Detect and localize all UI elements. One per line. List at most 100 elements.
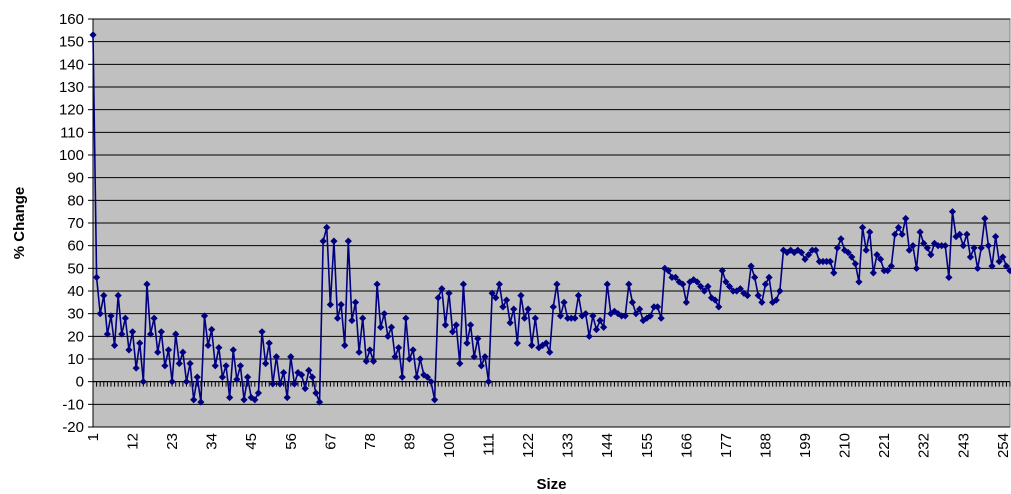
data-point — [423, 373, 432, 381]
data-point — [470, 353, 478, 361]
x-tick-label: 221 — [876, 433, 893, 458]
data-point — [287, 353, 295, 361]
y-tick-label: 120 — [59, 102, 84, 119]
x-tick-label: 122 — [520, 433, 537, 458]
data-point — [830, 269, 838, 277]
data-point — [369, 357, 378, 365]
data-point — [384, 332, 392, 340]
data-point — [916, 228, 924, 236]
y-tick-label: 100 — [59, 147, 84, 164]
data-point — [948, 208, 957, 216]
data-point — [226, 393, 234, 402]
data-point — [675, 278, 683, 286]
data-point — [506, 319, 514, 327]
data-point — [344, 237, 352, 245]
y-tick-label: -20 — [62, 419, 84, 436]
data-point — [319, 237, 327, 245]
y-tick-label: 0 — [76, 374, 84, 391]
data-point — [409, 346, 417, 354]
x-tick-label: 56 — [283, 433, 300, 450]
data-point — [671, 273, 680, 281]
data-point — [402, 314, 410, 322]
data-point — [359, 314, 367, 322]
x-tick-label: 210 — [837, 433, 854, 458]
data-point — [517, 291, 525, 300]
data-point — [549, 303, 557, 311]
data-point — [636, 305, 644, 313]
data-point — [891, 230, 899, 238]
data-point — [89, 31, 97, 39]
data-point — [905, 246, 913, 254]
x-tick-label: 78 — [362, 433, 379, 450]
data-point — [1002, 262, 1011, 270]
data-point — [959, 242, 967, 250]
data-point — [466, 321, 475, 329]
data-point — [441, 321, 450, 329]
data-point — [193, 373, 201, 381]
data-point — [945, 273, 953, 281]
data-point — [341, 341, 349, 349]
data-point — [100, 291, 108, 300]
data-point — [308, 373, 316, 381]
data-point — [254, 389, 263, 397]
data-point — [927, 251, 935, 259]
data-point — [988, 262, 996, 270]
data-point — [873, 251, 881, 259]
data-point — [761, 280, 770, 288]
data-point — [855, 278, 863, 286]
y-axis — [88, 18, 94, 428]
data-point — [229, 346, 237, 354]
data-point — [700, 287, 708, 295]
data-point — [387, 323, 396, 331]
data-point — [139, 378, 147, 386]
data-point — [801, 255, 809, 263]
data-point — [326, 301, 334, 309]
y-tick-label: 10 — [67, 351, 84, 368]
data-point — [679, 280, 687, 288]
data-point — [107, 312, 115, 320]
data-point — [265, 339, 273, 347]
data-point — [452, 321, 460, 329]
data-point — [495, 280, 503, 288]
data-point — [596, 316, 604, 325]
y-tick-label: 30 — [67, 306, 84, 323]
data-point — [431, 396, 439, 404]
data-point — [420, 371, 428, 379]
x-tick-labels: 1 12 23 34 45 56 67 78 89 100 111 122 133 144 155 166 17… — [85, 433, 1011, 458]
data-point — [776, 287, 784, 295]
x-tick-label: 1 — [85, 433, 102, 441]
data-point — [272, 353, 280, 361]
data-point — [970, 244, 978, 252]
data-point — [269, 380, 277, 388]
x-axis-title: Size — [536, 476, 566, 493]
data-point — [999, 253, 1007, 261]
data-point — [736, 285, 744, 293]
x-tick-label: 199 — [797, 433, 814, 458]
data-point — [502, 296, 511, 304]
data-point — [312, 389, 320, 397]
data-point — [941, 242, 949, 250]
data-point — [172, 330, 180, 338]
data-point — [477, 362, 485, 370]
data-point — [743, 291, 752, 300]
data-point — [323, 223, 331, 232]
data-point — [499, 303, 507, 311]
x-tick-label: 166 — [678, 433, 695, 458]
data-point — [977, 244, 985, 252]
data-point — [614, 310, 622, 318]
y-tick-label: 130 — [59, 79, 84, 96]
data-point — [236, 362, 245, 370]
data-point — [758, 298, 766, 306]
y-tick-labels: -20 -10 0 10 20 30 40 50 60 70 80 90 100 110 120 130 140… — [59, 11, 84, 436]
data-point — [222, 362, 230, 370]
data-point — [528, 341, 536, 349]
data-point — [715, 303, 723, 311]
y-tick-label: 60 — [67, 238, 84, 255]
data-point — [805, 251, 813, 259]
data-point — [535, 344, 543, 352]
data-point — [772, 296, 780, 304]
data-point — [600, 323, 608, 331]
data-point — [484, 378, 493, 386]
data-point — [438, 285, 446, 293]
data-point — [585, 332, 593, 340]
